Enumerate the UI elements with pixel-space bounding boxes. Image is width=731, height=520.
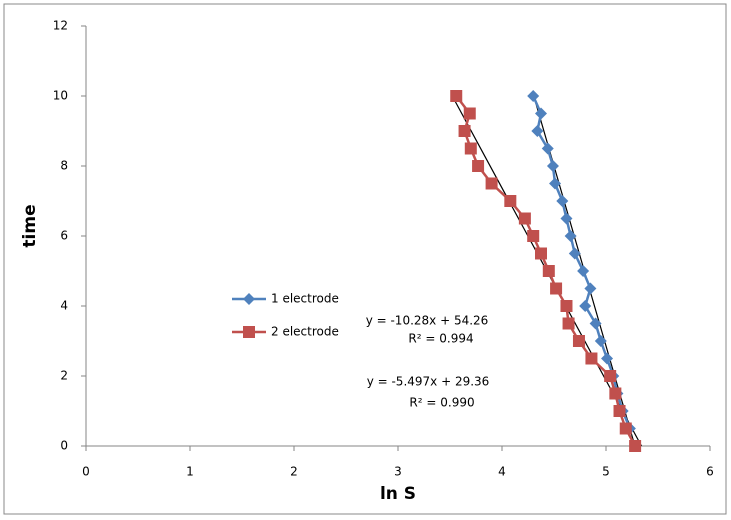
- trendline-r2: R² = 0.994: [408, 332, 473, 346]
- x-tick-label: 6: [706, 465, 714, 479]
- marker: [549, 177, 562, 190]
- marker: [541, 142, 554, 155]
- legend-marker: [243, 293, 255, 305]
- marker: [546, 160, 559, 172]
- marker: [535, 247, 547, 260]
- x-axis-label: ln S: [380, 484, 416, 504]
- marker: [556, 195, 569, 207]
- legend-label: 1 electrode: [271, 292, 339, 306]
- trendline-equation: y = -5.497x + 29.36: [367, 375, 490, 389]
- y-axis-label: time: [20, 204, 40, 247]
- marker: [485, 177, 498, 190]
- marker: [458, 125, 471, 137]
- marker: [542, 265, 555, 277]
- marker: [560, 212, 573, 225]
- marker: [464, 142, 477, 155]
- x-tick-label: 4: [498, 465, 506, 479]
- marker: [450, 90, 463, 102]
- marker: [527, 90, 540, 102]
- marker: [472, 160, 485, 172]
- y-tick-label: 10: [53, 89, 68, 103]
- marker: [527, 230, 540, 242]
- marker: [560, 300, 573, 312]
- marker: [572, 335, 585, 347]
- y-tick-label: 12: [53, 19, 68, 33]
- marker: [531, 125, 544, 137]
- marker: [504, 195, 517, 207]
- marker: [577, 265, 590, 277]
- legend-label: 2 electrode: [271, 325, 339, 339]
- chart-border: [3, 3, 727, 515]
- trendline-r2: R² = 0.990: [409, 396, 474, 410]
- marker: [594, 335, 607, 347]
- marker: [601, 352, 614, 365]
- marker: [609, 387, 622, 400]
- marker: [535, 107, 547, 120]
- x-tick-label: 3: [394, 465, 402, 479]
- legend-marker: [243, 326, 255, 338]
- marker: [619, 422, 632, 435]
- trendline-equation: y = -10.28x + 54.26: [366, 314, 489, 328]
- y-tick-label: 8: [60, 159, 68, 173]
- marker: [562, 317, 575, 330]
- y-tick-label: 6: [60, 229, 68, 243]
- y-tick-label: 2: [60, 369, 68, 383]
- marker: [613, 405, 626, 417]
- marker: [585, 352, 598, 365]
- x-tick-label: 0: [82, 465, 90, 479]
- marker: [579, 300, 592, 312]
- marker: [564, 230, 577, 242]
- marker: [629, 440, 642, 452]
- x-tick-label: 2: [290, 465, 298, 479]
- marker: [550, 282, 563, 295]
- y-tick-label: 0: [60, 439, 68, 453]
- x-tick-label: 5: [602, 465, 610, 479]
- marker: [584, 282, 597, 295]
- marker: [604, 370, 617, 382]
- y-tick-label: 4: [60, 299, 68, 313]
- marker: [589, 317, 602, 330]
- marker: [518, 212, 531, 225]
- marker: [568, 247, 581, 260]
- marker: [463, 107, 476, 120]
- x-tick-label: 1: [186, 465, 194, 479]
